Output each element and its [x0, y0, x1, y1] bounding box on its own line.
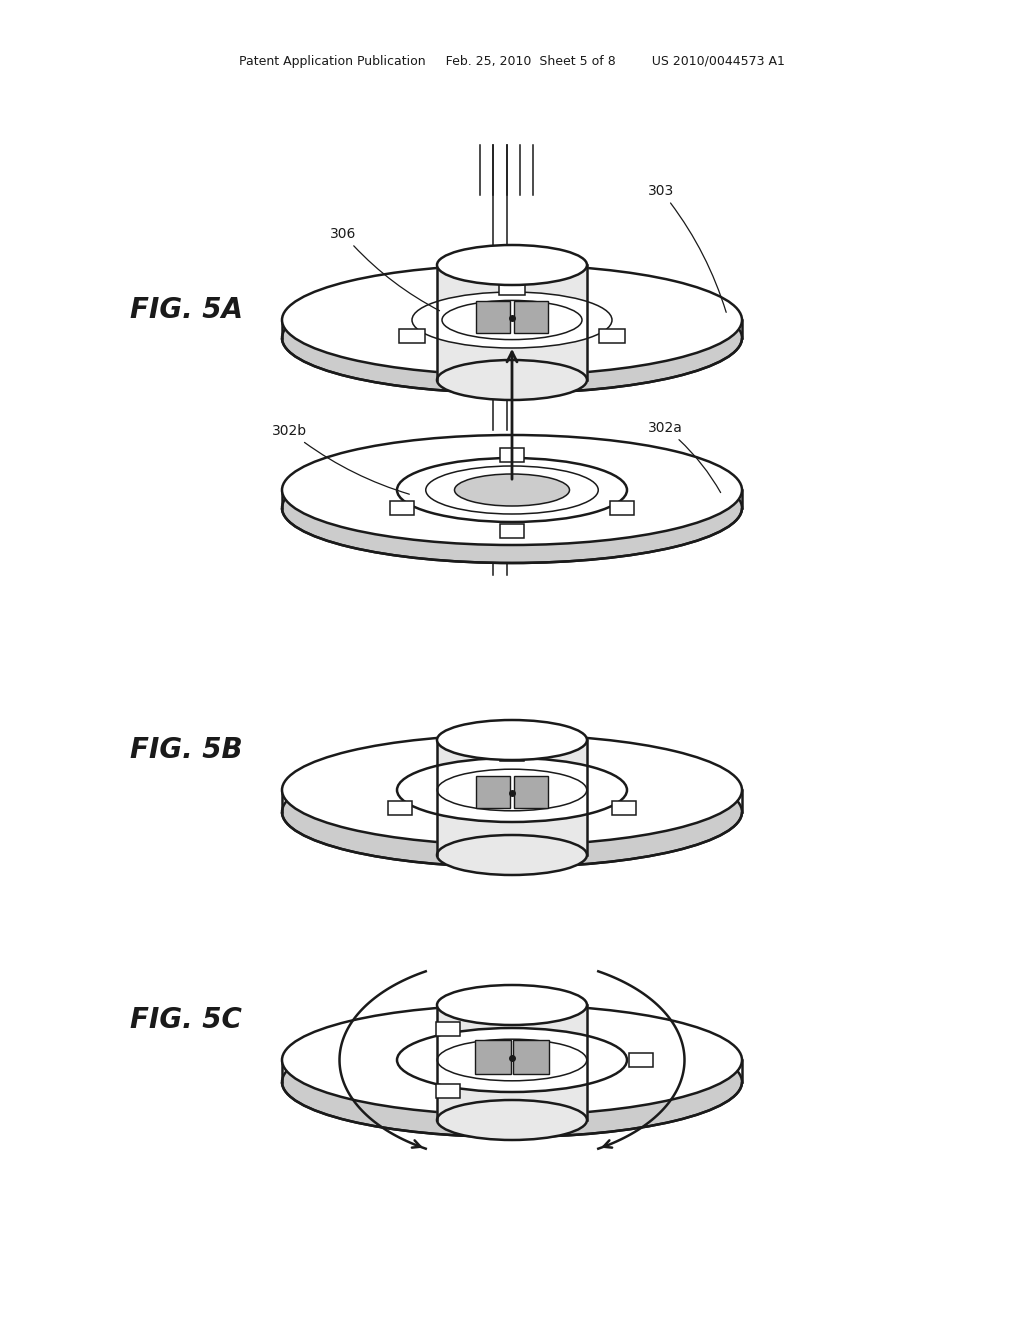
Bar — [399, 329, 425, 343]
Ellipse shape — [282, 453, 742, 564]
Bar — [599, 329, 625, 343]
Ellipse shape — [282, 1027, 742, 1137]
Ellipse shape — [437, 770, 587, 810]
Ellipse shape — [437, 246, 587, 285]
Ellipse shape — [397, 1028, 627, 1092]
Bar — [499, 281, 525, 294]
Bar — [611, 801, 636, 814]
Polygon shape — [437, 1005, 587, 1119]
Ellipse shape — [455, 474, 569, 506]
Polygon shape — [437, 741, 587, 855]
Ellipse shape — [282, 282, 742, 393]
Text: 302a: 302a — [648, 421, 721, 492]
Bar — [514, 776, 548, 808]
Bar — [500, 524, 524, 539]
Text: FIG. 5B: FIG. 5B — [130, 737, 243, 764]
Ellipse shape — [282, 756, 742, 867]
Bar — [500, 447, 524, 462]
Bar — [500, 747, 524, 762]
Ellipse shape — [437, 719, 587, 760]
Ellipse shape — [412, 292, 612, 348]
Text: FIG. 5A: FIG. 5A — [130, 296, 243, 323]
Bar — [629, 1053, 653, 1067]
Polygon shape — [437, 265, 587, 380]
Bar — [514, 301, 548, 333]
Text: 306: 306 — [330, 227, 439, 310]
Ellipse shape — [397, 758, 627, 822]
Ellipse shape — [282, 735, 742, 845]
Ellipse shape — [282, 436, 742, 545]
Bar — [609, 500, 634, 515]
Text: 303: 303 — [648, 183, 726, 313]
Ellipse shape — [282, 1005, 742, 1115]
Ellipse shape — [397, 458, 627, 521]
Ellipse shape — [282, 265, 742, 375]
FancyBboxPatch shape — [513, 1040, 549, 1074]
Ellipse shape — [437, 1100, 587, 1140]
Text: FIG. 5C: FIG. 5C — [130, 1006, 242, 1034]
Ellipse shape — [437, 1039, 587, 1081]
Ellipse shape — [442, 301, 582, 339]
Bar — [435, 1084, 460, 1098]
Bar — [390, 500, 415, 515]
Bar — [476, 301, 510, 333]
Ellipse shape — [437, 836, 587, 875]
Ellipse shape — [426, 466, 598, 513]
Bar — [435, 1022, 460, 1036]
Text: 302b: 302b — [272, 424, 410, 494]
Text: Patent Application Publication     Feb. 25, 2010  Sheet 5 of 8         US 2010/0: Patent Application Publication Feb. 25, … — [239, 55, 785, 69]
FancyBboxPatch shape — [475, 1040, 511, 1074]
Bar — [388, 801, 413, 814]
Ellipse shape — [437, 360, 587, 400]
Ellipse shape — [437, 985, 587, 1026]
Bar — [476, 776, 510, 808]
